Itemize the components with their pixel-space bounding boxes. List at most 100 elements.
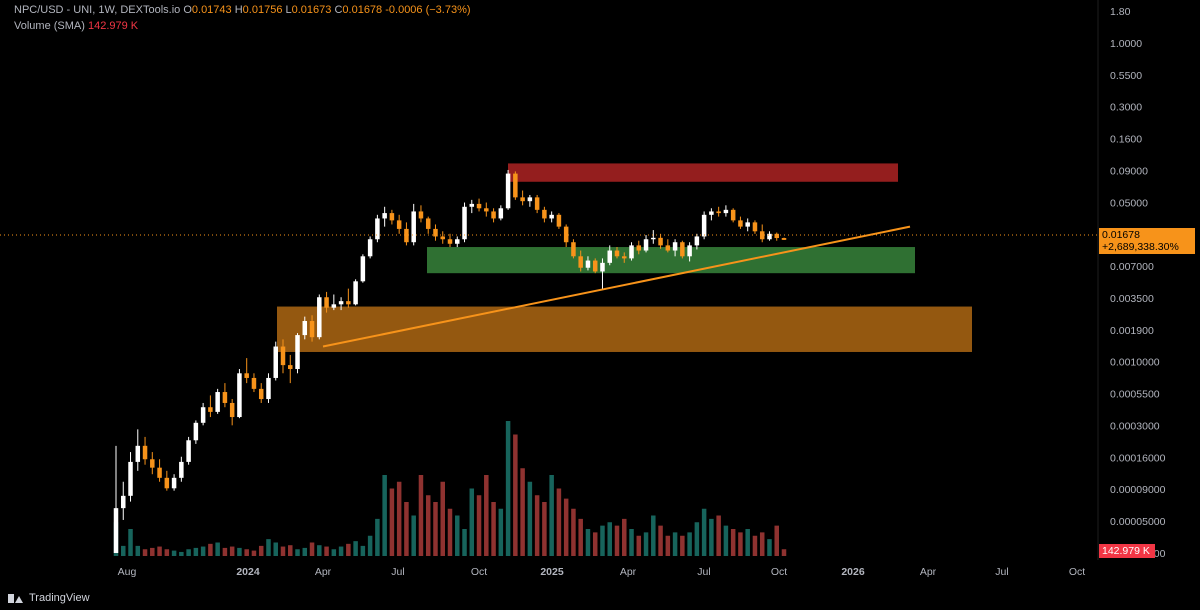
resistance-zone (508, 163, 898, 182)
candle-body (578, 256, 583, 268)
candle (251, 373, 257, 393)
candle-body (730, 209, 736, 221)
volume-bar (215, 542, 220, 556)
open-value: 0.01743 (191, 4, 232, 16)
candle (723, 205, 729, 217)
volume-value: 142.979 K (87, 20, 139, 32)
candle-body (237, 373, 242, 418)
candle-body (716, 211, 721, 214)
volume-bar (498, 508, 504, 556)
volume-bar (244, 549, 249, 556)
candle (578, 250, 583, 272)
candle (229, 399, 235, 426)
volume-bar (396, 481, 402, 556)
volume-bar (774, 525, 779, 557)
candle (462, 202, 467, 243)
candle (549, 211, 554, 223)
candle (672, 239, 678, 257)
candle-body (302, 321, 308, 336)
candle (658, 233, 663, 249)
candle-body (600, 262, 605, 272)
volume-bar (455, 515, 460, 556)
last-price-tag: 0.01678 +2,689,338.30% (1099, 228, 1195, 254)
candle (186, 436, 191, 465)
price-tick-label: 0.0003000 (1110, 421, 1160, 433)
time-tick-label: Apr (315, 566, 332, 578)
candle-body (585, 260, 591, 268)
volume-legend: Volume (SMA) 142.979 K (14, 20, 138, 32)
volume-bar (781, 549, 787, 556)
candle-body (280, 346, 286, 366)
candle-body (346, 301, 351, 305)
candle (687, 242, 692, 262)
candle-body (527, 197, 533, 202)
candle (447, 233, 453, 248)
price-tick-label: 0.001900 (1110, 325, 1154, 337)
candle-body (440, 236, 445, 240)
candle (527, 194, 533, 207)
candle (556, 213, 562, 229)
candle-body (142, 445, 148, 460)
candle-body (389, 213, 395, 221)
volume-bar (164, 549, 170, 556)
candle-body (258, 388, 264, 400)
candle-body (687, 245, 692, 257)
tradingview-label: TradingView (29, 592, 90, 604)
candle-body (476, 203, 482, 209)
candle-body (200, 407, 206, 423)
candle (491, 208, 496, 223)
volume-bar (752, 535, 758, 556)
candle (375, 214, 380, 243)
volume-bar (295, 549, 300, 556)
time-tick-label: Oct (471, 566, 487, 578)
change-value: -0.0006 (−3.73%) (385, 4, 471, 16)
candle (121, 481, 126, 520)
candle (367, 236, 373, 259)
candle-body (738, 220, 743, 227)
volume-bar (382, 475, 387, 556)
candle (542, 206, 547, 223)
price-tick-label: 0.1600 (1110, 134, 1142, 146)
volume-bar (600, 525, 605, 557)
candle-body (701, 214, 707, 237)
volume-tag: 142.979 K (1099, 544, 1155, 558)
tradingview-logo[interactable]: TradingView (8, 592, 90, 604)
volume-bar (694, 522, 700, 556)
candle (600, 258, 605, 289)
candle (193, 420, 199, 444)
candle-body (694, 236, 700, 246)
volume-bar (520, 468, 525, 556)
time-axis: Aug 2024 Apr Jul Oct 2025 Apr Jul Oct 2026 Apr Jul O… (118, 566, 1086, 578)
candle-body (658, 237, 663, 246)
candle (520, 190, 525, 206)
volume-bar (193, 547, 199, 556)
candle-body (164, 477, 170, 489)
volume-bar (738, 532, 743, 557)
volume-bar (759, 532, 765, 557)
volume-bar (266, 539, 271, 557)
candle-body (375, 218, 380, 240)
volume-bar (651, 515, 656, 556)
candle (346, 288, 351, 308)
candle (716, 206, 721, 217)
price-tick-label: 0.00009000 (1110, 484, 1166, 496)
high-value: 0.01756 (242, 4, 283, 16)
candle (317, 294, 322, 340)
candle-body (244, 373, 249, 378)
volume-bar (527, 481, 533, 556)
time-tick-label: 2025 (540, 566, 564, 578)
candle-body (288, 365, 293, 370)
volume-bar (767, 539, 772, 557)
candle-body (128, 461, 133, 496)
volume-bar (513, 434, 518, 556)
volume-bar (687, 532, 692, 557)
volume-bar (367, 535, 373, 556)
volume-bar (288, 545, 293, 556)
volume-bar (723, 525, 729, 557)
candle-body (411, 211, 416, 243)
volume-bar (491, 502, 496, 556)
candle (164, 470, 170, 491)
candle-body (571, 242, 576, 257)
candle-body (193, 422, 199, 441)
